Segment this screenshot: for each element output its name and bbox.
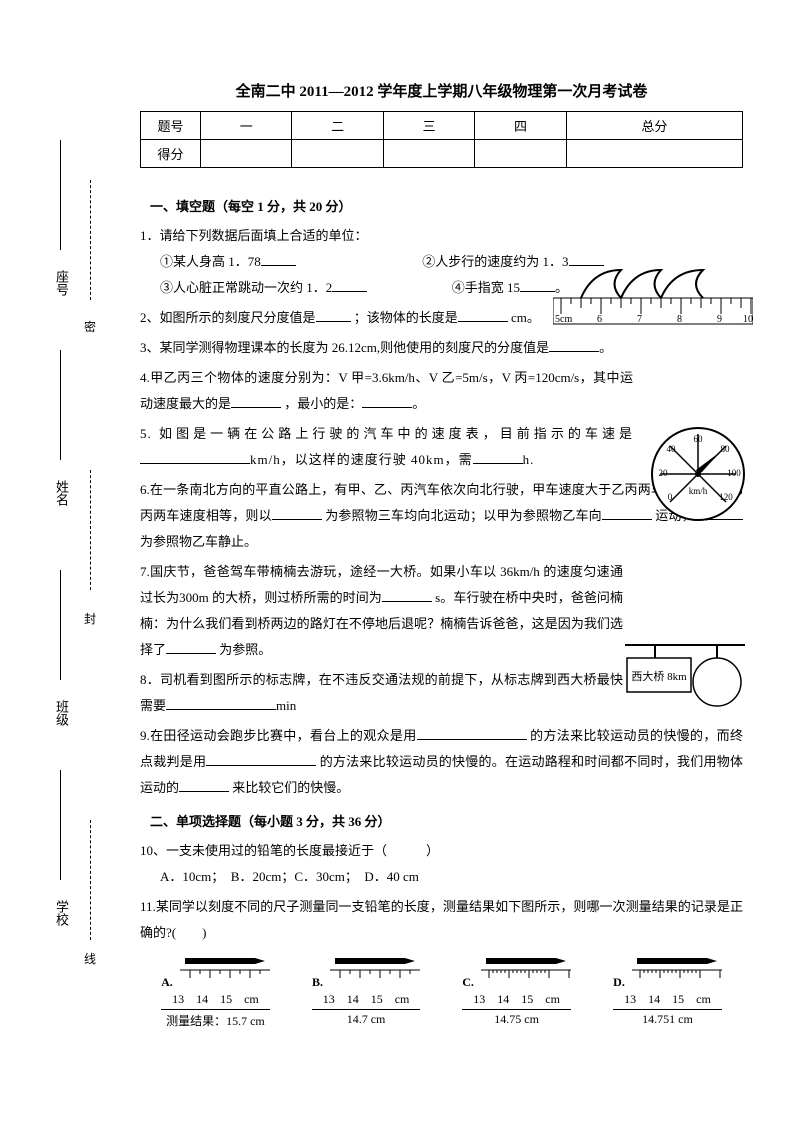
tick-labels: 13 14 15 cm [462,990,571,1007]
td: 得分 [141,140,201,168]
dash-line [90,180,91,300]
svg-text:7: 7 [637,314,642,325]
blank [166,696,276,710]
svg-text:40: 40 [667,444,677,454]
svg-text:5cm: 5cm [555,314,572,325]
vline [60,140,61,250]
blank [473,450,523,464]
th: 三 [383,112,474,140]
label-seat: 座号 [52,270,71,296]
pencil-ruler-icon [481,956,571,984]
blank [520,278,555,292]
svg-text:6: 6 [597,314,602,325]
q11-options: A. 13 14 15 cm 测量结果：15.7 cm B. 13 14 15 … [140,954,743,1029]
result: 14.751 cm [613,1009,722,1027]
svg-text:80: 80 [721,444,731,454]
pencil-ruler-icon [330,956,420,984]
q11: 11.某同学以刻度不同的尺子测量同一支铅笔的长度，测量结果如下图所示，则哪一次测… [140,894,743,946]
q1c: ③人心脏正常跳动一次约 1．2 [140,280,367,295]
svg-text:20: 20 [659,468,669,478]
q9: 9.在田径运动会跑步比赛中，看台上的观众是用 的方法来比较运动员的快慢的，而终点… [140,723,743,801]
svg-text:西大桥 8km: 西大桥 8km [631,669,687,683]
vline [60,570,61,680]
th: 题号 [141,112,201,140]
svg-text:8: 8 [677,314,682,325]
result: 14.75 cm [462,1009,571,1027]
opt-a: A. 13 14 15 cm 测量结果：15.7 cm [161,954,270,1029]
opt-c: C. 13 14 15 cm 14.75 cm [462,954,571,1027]
svg-text:100: 100 [727,468,741,478]
q10-options: A．10cm； B．20cm；C．30cm； D．40 cm [140,869,419,884]
q1-stem: 1．请给下列数据后面填上合适的单位： [140,228,368,243]
tick-labels: 13 14 15 cm [161,990,270,1007]
vline [60,350,61,460]
tick-labels: 13 14 15 cm [613,990,722,1007]
opt-b: B. 13 14 15 cm 14.7 cm [312,954,420,1027]
result: 测量结果：15.7 cm [161,1009,270,1029]
dash-label: 密 [84,318,96,335]
th: 总分 [566,112,742,140]
blank [382,588,432,602]
th: 二 [292,112,383,140]
q10: 10、一支未使用过的铅笔的长度最接近于（ ） A．10cm； B．20cm；C．… [140,838,743,890]
blank-cell [201,140,292,168]
dash-line [90,820,91,940]
vline [60,770,61,880]
blank [458,308,508,322]
blank [602,506,652,520]
blank [549,338,599,352]
svg-text:9: 9 [717,314,722,325]
blank [272,506,322,520]
q1a: ①某人身高 1．78 [140,254,296,269]
label-school: 学校 [52,900,71,926]
blank-cell [566,140,742,168]
label-name: 姓名 [52,480,71,506]
section-1-heading: 一、填空题（每空 1 分，共 20 分） [150,196,743,215]
opt-d: D. 13 14 15 cm 14.751 cm [613,954,722,1027]
th: 四 [475,112,566,140]
dash-label: 封 [84,610,96,627]
tick-labels: 13 14 15 cm [312,990,420,1007]
svg-text:km/h: km/h [689,486,708,496]
q4: 4.甲乙丙三个物体的速度分别为：V 甲=3.6km/h、V 乙=5m/s，V 丙… [140,365,743,417]
blank [166,640,216,654]
result: 14.7 cm [312,1009,420,1027]
q1d: ④手指宽 15。 [452,280,568,295]
blank-cell [383,140,474,168]
speedometer-icon: 0 20 40 60 80 100 120 km/h [648,424,748,524]
road-sign-icon: 西大桥 8km [625,640,745,715]
blank [417,726,527,740]
blank [179,778,229,792]
section-2-heading: 二、单项选择题（每小题 3 分，共 36 分） [150,811,743,830]
dash-label: 线 [84,950,96,967]
score-table: 题号 一 二 三 四 总分 得分 [140,111,743,168]
blank [206,752,316,766]
blank [316,308,351,322]
dash-line [90,470,91,590]
th: 一 [201,112,292,140]
blank [362,394,412,408]
blank-cell [475,140,566,168]
pencil-ruler-icon [180,956,270,984]
binding-margin: 学校 班级 姓名 座号 线 封 密 [0,0,120,1122]
ruler-icon: 5cm 6 7 8 9 10 [553,260,753,330]
page-title: 全南二中 2011—2012 学年度上学期八年级物理第一次月考试卷 [140,80,743,101]
pencil-ruler-icon [632,956,722,984]
blank-cell [292,140,383,168]
blank [332,278,367,292]
blank [261,252,296,266]
svg-text:10: 10 [743,314,753,325]
q3: 3、某同学测得物理课本的长度为 26.12cm,则他使用的刻度尺的分度值是。 [140,335,743,361]
blank [140,450,250,464]
label-class: 班级 [52,700,71,726]
blank [231,394,281,408]
